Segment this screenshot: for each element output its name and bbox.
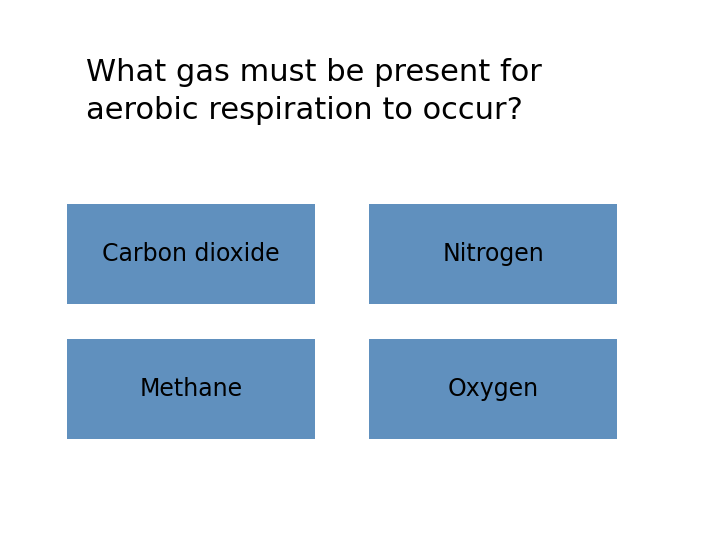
FancyBboxPatch shape <box>369 339 618 438</box>
FancyBboxPatch shape <box>369 204 618 303</box>
FancyBboxPatch shape <box>67 339 315 438</box>
FancyBboxPatch shape <box>67 204 315 303</box>
Text: Carbon dioxide: Carbon dioxide <box>102 242 279 266</box>
Text: Methane: Methane <box>139 377 243 401</box>
Text: Nitrogen: Nitrogen <box>442 242 544 266</box>
Text: Oxygen: Oxygen <box>448 377 539 401</box>
Text: What gas must be present for
aerobic respiration to occur?: What gas must be present for aerobic res… <box>86 58 542 125</box>
